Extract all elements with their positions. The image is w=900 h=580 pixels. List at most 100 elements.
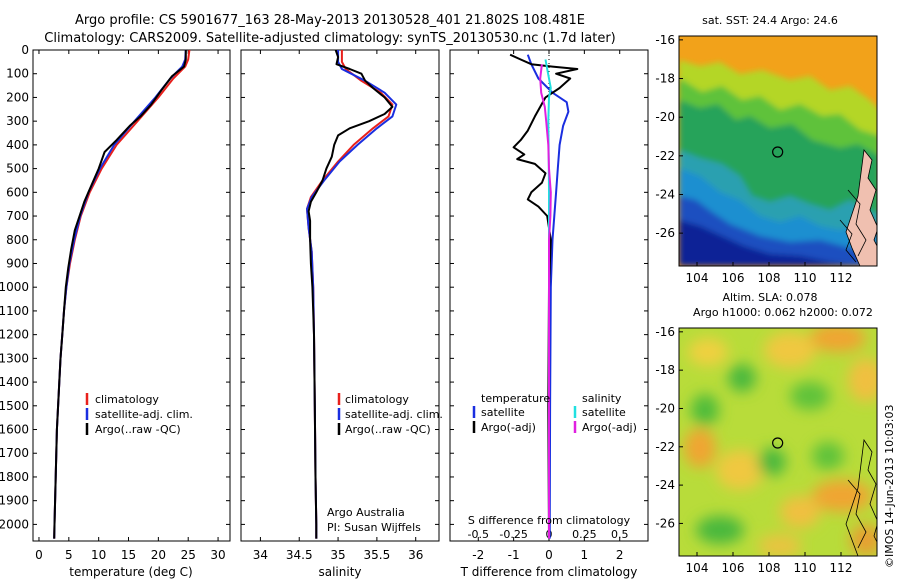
imos-watermark: ©IMOS 14-Jun-2013 10:03:03 — [883, 404, 896, 568]
header-line2: Climatology: CARS2009. Satellite-adjuste… — [44, 31, 616, 46]
y-tick-label: 500 — [6, 162, 29, 176]
temperature-x-axis: 0 5 10 15 20 25 30 — [35, 50, 226, 562]
legend-s-argo: Argo(-adj) — [582, 421, 637, 434]
sst-field — [679, 36, 877, 266]
legend-argo: Argo(..raw -QC) — [95, 423, 181, 436]
salinity-x-axis: 34 34.5 35 35.5 36 — [253, 50, 423, 562]
sst-axes-ticks: 104 106 108 110 112 -16 -18 -20 -22 -24 -26 — [655, 33, 852, 285]
y-tick-label: 1700 — [0, 446, 29, 460]
x-tick-label: 36 — [408, 548, 423, 562]
sla-map-frame — [678, 327, 878, 557]
sla-map-title: Altim. SLA: 0.078 — [722, 291, 817, 304]
difference-lines — [509, 53, 579, 539]
s-tick-label: -0.25 — [499, 528, 527, 541]
sst-map: sat. SST: 24.4 Argo: 24.6 104 106 108 110 11… — [655, 14, 878, 285]
x-tick-label: 2 — [616, 548, 624, 562]
temperature-legend: climatology satellite-adj. clim. Argo(..… — [85, 393, 193, 436]
legend-climatology: climatology — [95, 393, 159, 406]
legend-satellite: satellite-adj. clim. — [95, 408, 193, 421]
x-tick-label: -1 — [508, 548, 520, 562]
legend-satellite: satellite-adj. clim. — [345, 408, 443, 421]
map-y-tick-label: -22 — [655, 149, 675, 163]
y-tick-label: 1300 — [0, 351, 29, 365]
y-tick-label: 700 — [6, 209, 29, 223]
difference-panel: -2 -1 0 1 2 -0.5 -0.25 0 0.25 0.5 temperature sa… — [449, 49, 649, 579]
map-y-tick-label: -24 — [655, 187, 675, 201]
x-tick-label: 30 — [210, 548, 225, 562]
salinity-difference-scale: -0.5 -0.25 0 0.25 0.5 — [468, 528, 629, 541]
map-x-tick-label: 104 — [686, 561, 709, 575]
map-x-tick-label: 106 — [722, 561, 745, 575]
x-tick-label: 20 — [151, 548, 166, 562]
sst-map-title: sat. SST: 24.4 Argo: 24.6 — [702, 14, 838, 27]
y-tick-label: 1600 — [0, 423, 29, 437]
x-tick-label: 35.5 — [364, 548, 391, 562]
map-x-tick-label: 108 — [758, 561, 781, 575]
difference-y-ticks — [450, 49, 648, 525]
y-tick-label: 100 — [6, 67, 29, 81]
map-y-tick-label: -26 — [655, 516, 675, 530]
x-tick-label: 34.5 — [286, 548, 313, 562]
series-line-t-satellite — [526, 54, 570, 539]
legend-salinity-title: salinity — [582, 392, 622, 405]
map-y-tick-label: -20 — [655, 401, 675, 415]
y-tick-label: 2000 — [0, 517, 29, 531]
series-line-s-argo-adj- — [539, 64, 552, 539]
map-y-tick-label: -18 — [655, 363, 675, 377]
y-tick-label: 1100 — [0, 304, 29, 318]
y-tick-label: 1400 — [0, 375, 29, 389]
x-tick-label: 34 — [253, 548, 268, 562]
map-y-tick-label: -26 — [655, 226, 675, 240]
y-tick-label: 1900 — [0, 494, 29, 508]
map-y-tick-label: -20 — [655, 110, 675, 124]
map-x-tick-label: 104 — [686, 271, 709, 285]
salinity-xlabel: salinity — [318, 565, 361, 579]
s-tick-label: -0.5 — [468, 528, 489, 541]
x-tick-label: 25 — [181, 548, 196, 562]
salinity-axes-box — [240, 49, 440, 542]
map-y-tick-label: -16 — [655, 325, 675, 339]
annotation-pi: PI: Susan Wijffels — [327, 521, 421, 534]
series-line-argo-raw-qc- — [53, 50, 187, 539]
series-line-argo-raw-qc- — [307, 49, 394, 539]
legend-s-satellite: satellite — [582, 406, 626, 419]
x-tick-label: 10 — [91, 548, 106, 562]
difference-legend: temperature satellite Argo(-adj) salinit… — [472, 392, 637, 434]
y-tick-label: 1200 — [0, 328, 29, 342]
sst-map-frame — [678, 35, 878, 267]
header-line1: Argo profile: CS 5901677_163 28-May-2013… — [75, 13, 585, 28]
map-y-tick-label: -24 — [655, 478, 675, 492]
map-x-tick-label: 112 — [830, 271, 853, 285]
salinity-legend: climatology satellite-adj. clim. Argo(..… — [337, 393, 443, 436]
series-line-t-argo-adj- — [509, 53, 579, 539]
legend-argo: Argo(..raw -QC) — [345, 423, 431, 436]
y-tick-label: 1500 — [0, 399, 29, 413]
t-difference-label: T difference from climatology — [460, 565, 638, 579]
temperature-xlabel: temperature (deg C) — [69, 565, 192, 579]
legend-temperature-title: temperature — [481, 392, 550, 405]
x-tick-label: 35 — [330, 548, 345, 562]
sla-map: Altim. SLA: 0.078 Argo h1000: 0.062 h200… — [655, 291, 878, 575]
x-tick-label: -2 — [472, 548, 484, 562]
map-y-tick-label: -16 — [655, 33, 675, 47]
s-tick-label: 0.5 — [611, 528, 629, 541]
difference-x-axis: -2 -1 0 1 2 — [472, 50, 624, 562]
sla-argo-location-marker — [772, 437, 784, 449]
map-x-tick-label: 110 — [794, 561, 817, 575]
legend-climatology: climatology — [345, 393, 409, 406]
sla-map-subtitle: Argo h1000: 0.062 h2000: 0.072 — [693, 306, 873, 319]
y-tick-label: 800 — [6, 233, 29, 247]
y-tick-label: 1000 — [0, 280, 29, 294]
y-tick-label: 400 — [6, 138, 29, 152]
map-x-tick-label: 108 — [758, 271, 781, 285]
y-tick-label: 900 — [6, 256, 29, 270]
s-difference-label: S difference from climatology — [468, 514, 631, 527]
y-tick-label: 200 — [6, 90, 29, 104]
sla-axes-ticks: 104 106 108 110 112 -16 -18 -20 -22 -24 -26 — [655, 325, 852, 575]
x-tick-label: 5 — [65, 548, 73, 562]
salinity-y-ticks — [241, 49, 439, 525]
annotation-argo-australia: Argo Australia — [327, 506, 405, 519]
y-tick-label: 1800 — [0, 470, 29, 484]
sla-field — [679, 328, 877, 556]
